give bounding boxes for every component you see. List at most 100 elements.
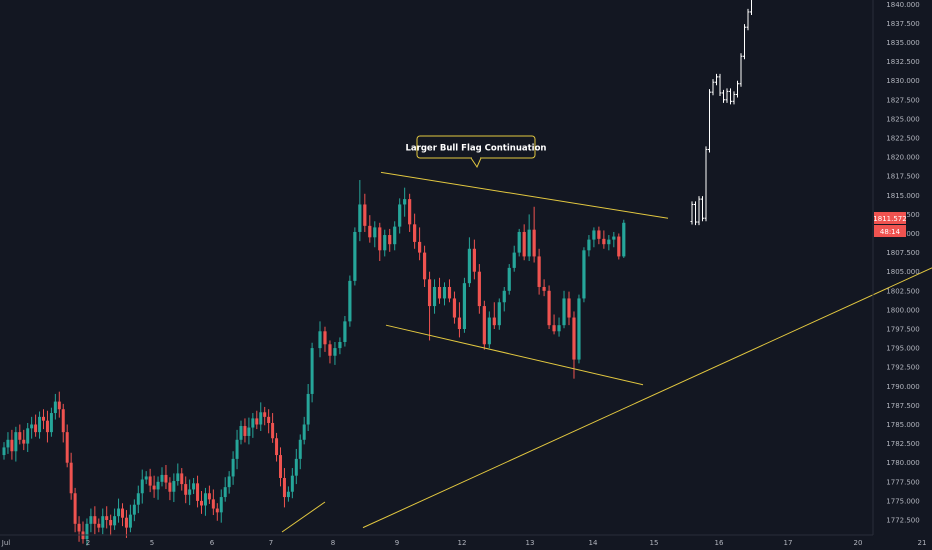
candle-body [527, 229, 531, 257]
candle-body [294, 458, 298, 476]
candle-body [477, 271, 481, 307]
candle-body [343, 321, 347, 342]
candle-body [602, 238, 606, 245]
candle-body [215, 508, 219, 513]
price-tick-label: 1817.500 [886, 173, 919, 181]
price-tick-label: 1807.500 [886, 249, 919, 257]
price-tick-label: 1785.000 [886, 421, 919, 429]
candle-body [275, 438, 279, 456]
candle-body [188, 489, 192, 495]
candle-body [447, 286, 452, 299]
candle-body [333, 348, 337, 356]
candle-body [622, 222, 626, 257]
candle-body [85, 523, 89, 540]
candle-body [472, 248, 476, 272]
candle-body [537, 256, 541, 287]
candle-body [492, 317, 496, 326]
candle-body [235, 439, 239, 459]
price-tag-value: 1811.572 [873, 215, 906, 223]
candle-body [10, 439, 14, 452]
candle-body [184, 484, 188, 495]
candle-body [77, 523, 81, 532]
trendline-support [362, 267, 932, 529]
candle-body [219, 497, 223, 513]
price-tick-label: 1815.000 [886, 192, 919, 200]
candle-body [30, 424, 34, 429]
candle-body [239, 426, 243, 440]
price-tag-box [874, 212, 906, 224]
candle-body [502, 290, 506, 303]
candle-body [231, 458, 235, 477]
candle-body [2, 447, 6, 456]
time-tick-label: 2 [86, 539, 90, 547]
candle-body [517, 231, 521, 253]
candle-body [172, 481, 176, 492]
candle-body [388, 235, 392, 245]
candle-body [61, 409, 65, 433]
candle-body [298, 439, 302, 459]
time-tick-label: 17 [784, 539, 793, 547]
price-tick-label: 1835.000 [886, 39, 919, 47]
candle-body [117, 508, 121, 517]
price-tick-label: 1800.000 [886, 306, 919, 314]
candle-body [562, 298, 566, 326]
candle-body [279, 455, 282, 478]
candle-body [132, 504, 136, 515]
candle-body [452, 298, 457, 318]
candle-body [45, 420, 49, 433]
candle-body [418, 241, 422, 253]
candle-body [144, 476, 148, 480]
candle-body [124, 517, 128, 528]
candle-body [617, 236, 621, 257]
time-tick-label: 20 [854, 539, 863, 547]
candle-body [338, 341, 342, 349]
price-tick-label: 1832.500 [886, 58, 919, 66]
price-tick-label: 1775.000 [886, 497, 919, 505]
candle-body [140, 479, 144, 494]
time-tick-label: Jul [1, 539, 11, 547]
flag-annotation[interactable]: Larger Bull Flag Continuation [406, 135, 547, 169]
price-tick-label: 1790.000 [886, 383, 919, 391]
candle-body [408, 199, 412, 225]
candle-body [437, 286, 442, 299]
countdown-value: 48:14 [880, 228, 901, 236]
candle-body [223, 487, 227, 498]
candle-body [487, 317, 491, 345]
time-tick-label: 21 [918, 539, 927, 547]
candle-body [200, 500, 203, 506]
candle-body [152, 485, 156, 490]
price-tick-label: 1805.000 [886, 268, 919, 276]
candle-body [207, 493, 211, 500]
candle-body [462, 283, 467, 329]
candle-body [6, 439, 10, 448]
candles-layer [2, 180, 626, 546]
price-tick-label: 1827.500 [886, 96, 919, 104]
candle-body [176, 473, 180, 482]
price-tick-label: 1802.500 [886, 287, 919, 295]
candle-body [328, 344, 332, 356]
price-tick-label: 1825.000 [886, 115, 919, 123]
price-tick-label: 1822.500 [886, 135, 919, 143]
candle-body [323, 331, 327, 345]
candle-body [101, 516, 105, 528]
time-tick-label: 13 [526, 539, 535, 547]
candle-body [290, 475, 294, 492]
price-tick-label: 1777.500 [886, 478, 919, 486]
candle-body [348, 280, 352, 322]
candle-body [196, 483, 200, 501]
candle-body [607, 239, 611, 245]
candle-body [263, 412, 267, 417]
trendlines-layer [281, 171, 932, 533]
candle-body [373, 227, 377, 238]
candle-body [353, 231, 357, 281]
candle-body [507, 267, 511, 291]
candle-body [136, 493, 140, 505]
countdown-box [874, 225, 906, 237]
candle-body [105, 516, 109, 520]
time-tick-label: 6 [210, 539, 215, 547]
candle-body [577, 298, 581, 360]
time-axis[interactable]: Jul 2 5 6 7 8 9 12 13 14 15 16 17 20 21 [1, 539, 927, 547]
candle-body [156, 481, 160, 490]
